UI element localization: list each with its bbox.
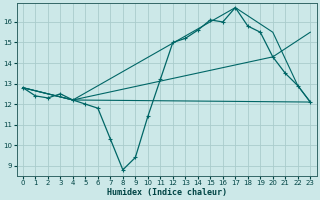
- X-axis label: Humidex (Indice chaleur): Humidex (Indice chaleur): [107, 188, 227, 197]
